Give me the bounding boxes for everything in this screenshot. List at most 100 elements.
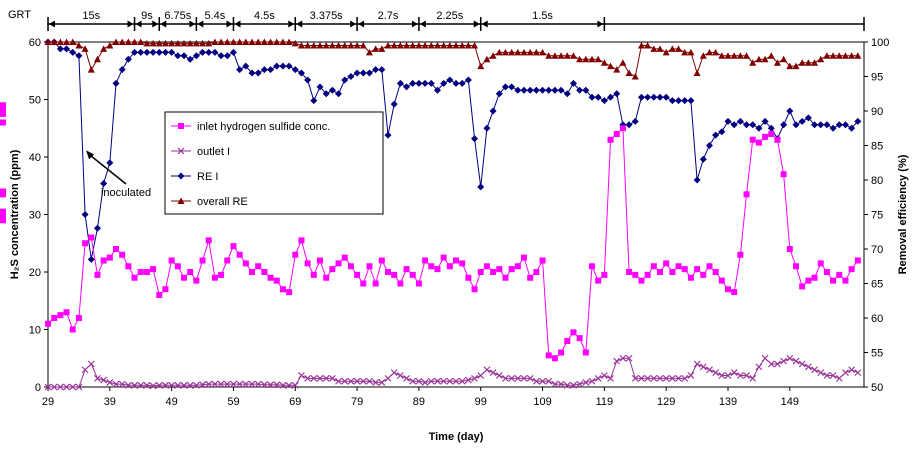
data-point <box>298 372 305 379</box>
data-point <box>706 366 713 374</box>
data-point <box>526 374 534 382</box>
data-point <box>631 73 639 80</box>
data-point <box>106 159 114 167</box>
data-point <box>675 374 682 382</box>
data-point <box>823 52 831 59</box>
data-point <box>335 90 343 98</box>
data-point <box>50 383 58 391</box>
data-point <box>56 383 64 391</box>
data-point <box>798 59 806 66</box>
data-point <box>347 263 354 270</box>
data-point <box>483 55 491 63</box>
data-point <box>328 41 336 49</box>
data-point <box>786 354 794 362</box>
data-point <box>131 381 138 389</box>
x-tick-label: 59 <box>227 396 239 408</box>
data-point <box>786 107 794 115</box>
data-point <box>842 369 849 377</box>
data-point <box>613 357 621 365</box>
data-point <box>731 289 738 296</box>
data-point <box>44 38 52 45</box>
data-point <box>242 380 250 388</box>
data-point <box>317 257 323 264</box>
data-point <box>273 38 281 45</box>
data-point <box>477 62 485 70</box>
data-point <box>736 372 744 379</box>
data-point <box>489 107 497 115</box>
data-point <box>657 269 663 275</box>
data-point <box>396 79 404 87</box>
x-tick-label: 29 <box>42 396 54 408</box>
data-point <box>279 38 287 45</box>
data-point <box>131 274 138 281</box>
data-point <box>353 377 361 385</box>
data-point <box>607 93 615 101</box>
data-point <box>63 38 71 45</box>
legend-item: inlet hydrogen sulfide conc. <box>171 121 330 133</box>
y-left-tick-label: 50 <box>29 95 41 107</box>
data-point <box>724 52 732 59</box>
data-point <box>217 52 225 60</box>
data-point <box>551 355 558 362</box>
data-point <box>63 309 70 316</box>
data-point <box>773 59 781 66</box>
data-point <box>81 366 89 374</box>
data-point <box>786 246 793 252</box>
data-point <box>137 269 144 275</box>
legend-item: outlet I <box>171 146 230 158</box>
data-point <box>396 372 404 379</box>
data-point <box>835 52 843 59</box>
data-point <box>557 52 565 59</box>
data-point <box>63 45 71 53</box>
data-point <box>619 59 627 66</box>
data-point <box>69 383 77 391</box>
data-point <box>50 38 58 45</box>
data-point <box>668 374 676 382</box>
data-point <box>199 257 206 264</box>
data-point <box>304 41 312 49</box>
data-point <box>829 52 837 59</box>
data-point <box>830 277 837 284</box>
data-point <box>217 38 225 45</box>
data-point <box>260 38 268 45</box>
data-point <box>705 48 713 56</box>
data-point <box>650 263 657 270</box>
data-point <box>699 52 707 59</box>
y-left-tick-label: 60 <box>29 37 41 49</box>
data-point <box>113 246 119 252</box>
data-point <box>415 280 422 287</box>
data-point <box>804 363 812 371</box>
data-point <box>848 52 856 59</box>
data-point <box>644 271 651 278</box>
data-point <box>291 381 299 389</box>
y-right-tick-label: 65 <box>871 279 883 291</box>
data-point <box>767 360 775 368</box>
data-point <box>397 280 404 287</box>
grt-arrowhead <box>473 20 480 28</box>
data-point <box>458 79 466 87</box>
data-point <box>75 52 83 60</box>
data-point <box>699 363 707 371</box>
data-point <box>508 266 515 273</box>
data-point <box>403 266 410 273</box>
data-point <box>594 55 602 63</box>
data-point <box>458 41 466 49</box>
data-point <box>595 277 602 284</box>
series-layer <box>0 38 862 391</box>
data-point <box>792 62 800 70</box>
data-point <box>662 48 670 56</box>
data-point <box>205 48 213 56</box>
data-point <box>124 381 132 389</box>
data-point <box>594 93 602 101</box>
data-point <box>359 69 367 77</box>
grt-arrowhead <box>226 20 233 28</box>
annotation-layer: inoculated <box>86 150 151 199</box>
data-point <box>434 377 441 385</box>
data-point <box>192 52 200 60</box>
data-point <box>854 117 862 125</box>
x-tick-label: 119 <box>596 396 614 408</box>
data-point <box>464 376 472 384</box>
data-point <box>551 86 559 94</box>
data-point <box>700 271 707 278</box>
data-point <box>811 366 818 374</box>
